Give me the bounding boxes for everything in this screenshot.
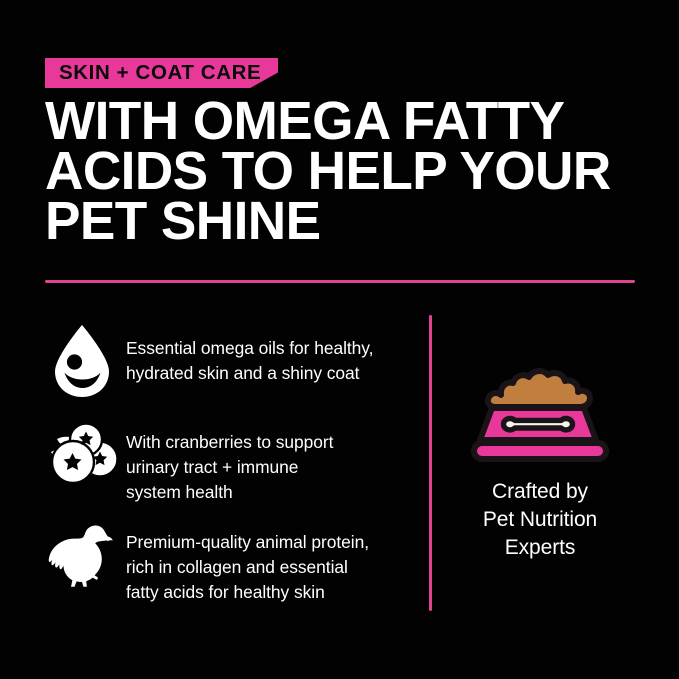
category-badge-wrapper: SKIN + COAT CARE <box>45 58 279 88</box>
feature-text-line: fatty acids for healthy skin <box>126 582 325 602</box>
feature-item-animal-protein: Premium-quality animal protein, rich in … <box>38 512 418 612</box>
horizontal-divider <box>45 280 635 283</box>
feature-text-line: rich in collagen and essential <box>126 557 348 577</box>
feature-text-cranberries: With cranberries to support urinary trac… <box>126 412 333 505</box>
category-badge: SKIN + COAT CARE <box>45 58 279 88</box>
feature-text-line: system health <box>126 482 233 502</box>
cranberries-icon <box>38 412 126 488</box>
feature-text-line: hydrated skin and a shiny coat <box>126 363 360 383</box>
caption-line: Experts <box>504 536 576 559</box>
vertical-divider <box>429 315 432 611</box>
feature-text-line: Essential omega oils for healthy, <box>126 338 374 358</box>
crafted-by-caption: Crafted by Pet Nutrition Experts <box>440 478 640 562</box>
pet-food-bowl-icon <box>440 360 640 464</box>
headline-line-2: ACIDS TO HELP YOUR <box>45 141 611 201</box>
page-title: WITH OMEGA FATTY ACIDS TO HELP YOUR PET … <box>45 91 646 251</box>
chicken-icon <box>38 512 126 590</box>
feature-text-line: Premium-quality animal protein, <box>126 532 369 552</box>
caption-line: Crafted by <box>492 480 588 503</box>
feature-list: Essential omega oils for healthy, hydrat… <box>38 318 418 612</box>
headline-line-3: PET SHINE <box>45 191 321 251</box>
water-droplet-smile-icon <box>38 318 126 398</box>
feature-text-line: urinary tract + immune <box>126 457 299 477</box>
feature-text-omega-oils: Essential omega oils for healthy, hydrat… <box>126 318 373 386</box>
headline-line-1: WITH OMEGA FATTY <box>45 91 565 151</box>
feature-item-cranberries: With cranberries to support urinary trac… <box>38 412 418 512</box>
feature-text-animal-protein: Premium-quality animal protein, rich in … <box>126 512 369 605</box>
caption-line: Pet Nutrition <box>482 508 598 531</box>
crafted-by-panel: Crafted by Pet Nutrition Experts <box>440 360 640 562</box>
feature-text-line: With cranberries to support <box>126 432 334 452</box>
feature-item-omega-oils: Essential omega oils for healthy, hydrat… <box>38 318 418 412</box>
